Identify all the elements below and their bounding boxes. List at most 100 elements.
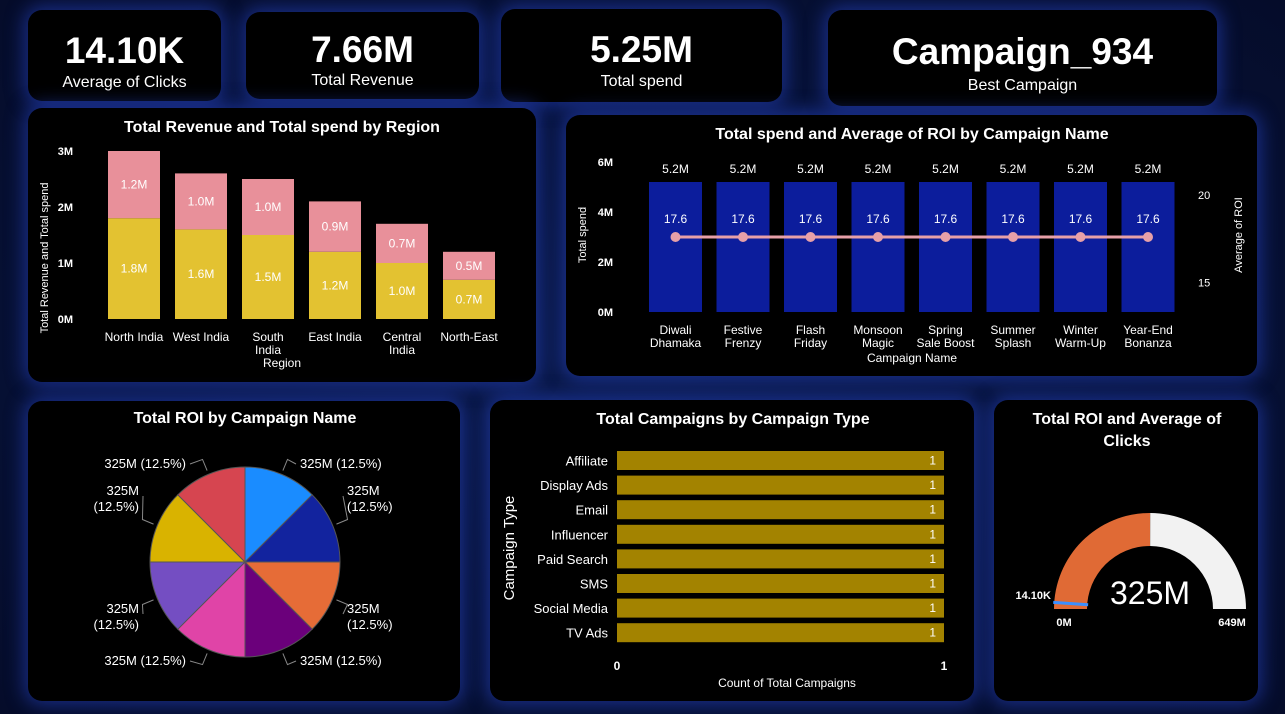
spend-bar — [309, 251, 361, 319]
spend-roi-by-campaign-chart: Total spend and Average of ROI by Campai… — [577, 126, 1245, 365]
roi-by-campaign-pie-chart: Total ROI by Campaign Name 325M (12.5%)3… — [93, 410, 393, 668]
bar-data-label: 1 — [929, 527, 936, 541]
chart-title: Total Campaigns by Campaign Type — [596, 411, 869, 428]
pie-data-label: (12.5%) — [93, 617, 139, 632]
roi-point — [940, 232, 951, 242]
x-tick-label: 1 — [941, 659, 948, 673]
gauge-remaining-arc — [1150, 513, 1246, 609]
kpi-label: Best Campaign — [967, 77, 1078, 94]
spend-bar — [108, 218, 160, 319]
kpi-best-campaign[interactable]: Campaign_934 Best Campaign — [828, 10, 1217, 106]
x-tick-label: East India — [308, 330, 362, 344]
revenue-data-label: 1.2M — [121, 178, 148, 192]
spend-bar — [851, 182, 905, 312]
pie-data-label: 325M — [106, 601, 139, 616]
roi-data-label: 17.6 — [1136, 212, 1160, 226]
roi-point — [805, 232, 816, 242]
spend-bar — [784, 182, 837, 312]
revenue-bar — [175, 173, 227, 230]
kpi-average-clicks[interactable]: 14.10K Average of Clicks — [28, 10, 221, 101]
y-tick-label: 2M — [598, 257, 613, 269]
spend-data-label: 5.2M — [1067, 162, 1094, 176]
kpi-total-revenue[interactable]: 7.66M Total Revenue — [246, 12, 479, 99]
pie-slice — [149, 561, 247, 630]
y-tick-label: TV Ads — [566, 626, 608, 641]
spend-data-label: 1.6M — [188, 267, 215, 281]
pie-leader-line — [141, 599, 154, 615]
y-tick-label: Affiliate — [566, 454, 608, 469]
x-axis-title: Region — [263, 356, 301, 370]
chart-title-line-2: Clicks — [1103, 433, 1150, 450]
y-tick-label: Influencer — [551, 527, 609, 542]
campaign-type-bar — [617, 524, 944, 544]
bar-data-label: 1 — [929, 626, 936, 640]
pie-data-label: (12.5%) — [347, 499, 393, 514]
y-tick-label: 2M — [58, 202, 73, 214]
spend-bar — [649, 182, 702, 312]
revenue-bar — [443, 251, 495, 280]
spend-data-label: 1.0M — [389, 284, 416, 298]
x-tick-label: Winter — [1063, 323, 1098, 337]
x-tick-label: India — [389, 343, 415, 357]
pie-leader-line — [189, 653, 208, 666]
campaign-type-bar — [617, 451, 944, 470]
y-tick-label: 4M — [598, 207, 613, 219]
kpi-total-spend[interactable]: 5.25M Total spend — [501, 9, 782, 102]
spend-data-label: 5.2M — [662, 162, 689, 176]
pie-data-label: 325M (12.5%) — [104, 456, 186, 471]
chart-title: Total ROI by Campaign Name — [134, 410, 357, 427]
revenue-spend-by-region-card[interactable]: Total Revenue and Total spend by Region … — [28, 108, 536, 382]
pie-leader-line — [282, 458, 297, 471]
x-tick-label: North India — [105, 330, 164, 344]
roi-clicks-gauge-card[interactable]: Total ROI and Average of Clicks 325M 14.1… — [994, 400, 1258, 701]
y-tick-label: Email — [575, 503, 608, 518]
x-tick-label: Year-End — [1123, 323, 1173, 337]
roi-data-label: 17.6 — [866, 212, 890, 226]
x-tick-label: Spring — [928, 323, 963, 337]
x-tick-label: Friday — [794, 336, 827, 350]
bar-data-label: 1 — [929, 577, 936, 591]
y-tick-label: 6M — [598, 157, 613, 169]
gauge-max-label: 649M — [1218, 617, 1246, 629]
campaign-type-bar — [617, 623, 944, 643]
revenue-bar — [108, 151, 160, 219]
chart-title: Total Revenue and Total spend by Region — [124, 119, 440, 136]
gauge-value-arc — [1054, 513, 1151, 609]
kpi-value: 14.10K — [64, 30, 185, 71]
spend-data-label: 5.2M — [1135, 162, 1162, 176]
pie-data-label: 325M — [347, 601, 380, 616]
spend-bar — [716, 182, 770, 312]
kpi-value: 7.66M — [311, 29, 414, 70]
x-tick-label: Monsoon — [853, 323, 902, 337]
spend-data-label: 5.2M — [730, 162, 757, 176]
campaigns-by-type-card[interactable]: Total Campaigns by Campaign Type Count o… — [490, 400, 974, 701]
pie-data-label: (12.5%) — [93, 499, 139, 514]
campaigns-by-type-chart: Total Campaigns by Campaign Type Count o… — [501, 411, 948, 690]
x-tick-label: India — [255, 343, 281, 357]
roi-data-label: 17.6 — [664, 212, 688, 226]
spend-bar — [1054, 182, 1107, 312]
x-axis-title: Count of Total Campaigns — [718, 676, 856, 690]
spend-data-label: 5.2M — [932, 162, 959, 176]
roi-point — [873, 232, 883, 242]
roi-point — [1075, 232, 1086, 242]
x-tick-label: Magic — [862, 336, 894, 350]
roi-point — [670, 232, 681, 242]
y2-tick-label: 20 — [1198, 190, 1210, 202]
spend-bar — [1121, 182, 1175, 312]
spend-bar — [175, 229, 227, 319]
revenue-bar — [376, 223, 428, 263]
roi-by-campaign-pie-card[interactable]: Total ROI by Campaign Name 325M (12.5%) 3… — [28, 401, 460, 701]
spend-roi-by-campaign-card[interactable]: Total spend and Average of ROI by Campai… — [566, 115, 1257, 376]
roi-data-label: 17.6 — [1069, 212, 1093, 226]
kpi-label: Average of Clicks — [62, 74, 187, 91]
gauge-target-marker — [1053, 600, 1089, 607]
roi-data-label: 17.6 — [731, 212, 755, 226]
pie-leader-line — [141, 495, 154, 525]
revenue-spend-by-region-chart: Total Revenue and Total spend by Region … — [39, 119, 498, 370]
gauge-min-label: 0M — [1056, 617, 1071, 629]
roi-clicks-gauge-chart: Total ROI and Average of Clicks 325M 14.1… — [1016, 411, 1246, 629]
bar-data-label: 1 — [929, 503, 936, 517]
pie-data-label: (12.5%) — [347, 617, 393, 632]
y-tick-label: SMS — [580, 577, 609, 592]
